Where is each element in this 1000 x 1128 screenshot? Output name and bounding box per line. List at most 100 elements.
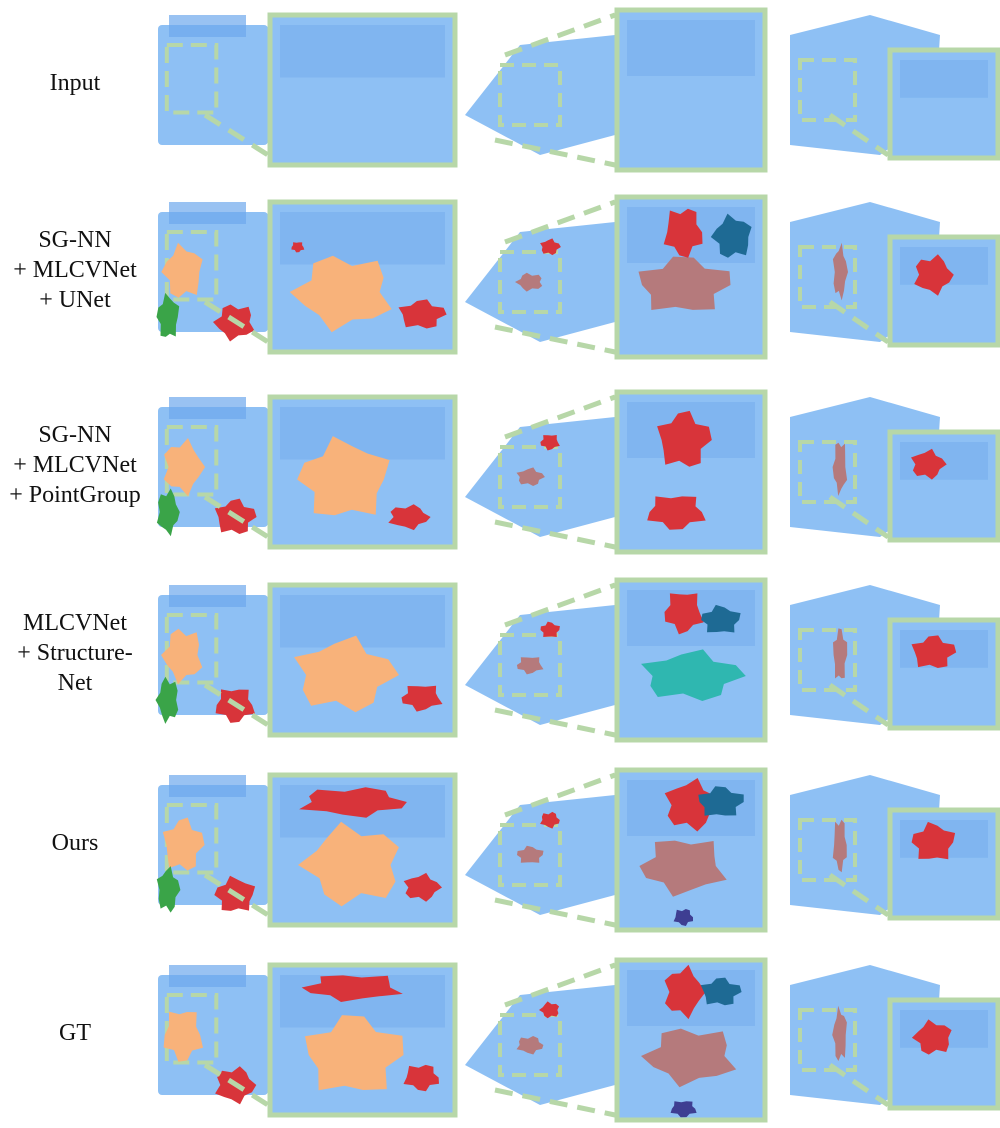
zoom-selection-box <box>798 440 857 504</box>
zoom-selection-box <box>164 43 219 115</box>
row-label-line: + MLCVNet <box>13 452 137 478</box>
row-panels-sgnn-pointgroup <box>156 389 1000 555</box>
zoom-connector <box>494 897 616 928</box>
zoom-connector <box>828 682 890 728</box>
scene-object <box>162 817 205 871</box>
scene-2 <box>465 772 616 928</box>
zoom-selection-box <box>498 250 562 314</box>
zoom-background <box>280 212 445 265</box>
scene-object <box>832 1005 847 1061</box>
row-label-line: SG-NN <box>38 227 112 253</box>
row-label-line: + Structure- <box>17 640 133 666</box>
zoom-connector <box>828 1062 890 1108</box>
zoom-object-sofa_teal <box>701 604 741 633</box>
zoom-inset <box>887 47 1000 161</box>
zoom-background <box>280 595 445 648</box>
zoom-2 <box>614 7 768 173</box>
zoom-object-chair_red <box>657 410 712 467</box>
row-label-line: Input <box>49 70 101 96</box>
row-label-gt: GT <box>0 1018 150 1048</box>
scene-2 <box>465 199 616 355</box>
scene-object <box>540 435 560 451</box>
zoom-object-chair_red <box>663 208 703 258</box>
scene-object <box>155 676 179 724</box>
zoom-inset <box>887 997 1000 1111</box>
zoom-connector <box>504 199 616 245</box>
row-panels-gt <box>158 957 1000 1123</box>
zoom-selection-box <box>498 823 562 887</box>
zoom-object-bed_orange <box>294 635 399 713</box>
zoom-object-chair_red <box>911 821 956 860</box>
zoom-selection-box <box>798 1008 857 1072</box>
scene-wall <box>169 397 246 419</box>
zoom-object-chair_red <box>914 254 954 296</box>
scene-1 <box>158 15 270 158</box>
scene-object <box>540 621 560 637</box>
scene-wall <box>169 202 246 224</box>
zoom-object-chair_red <box>401 685 443 712</box>
row-label-ours: Ours <box>0 828 150 858</box>
zoom-1 <box>267 394 458 550</box>
scene-scan <box>158 975 268 1095</box>
scene-object <box>833 628 848 679</box>
zoom-1 <box>267 12 458 168</box>
zoom-connector <box>828 299 890 345</box>
zoom-2 <box>614 194 768 360</box>
zoom-object-chair_red <box>911 448 947 480</box>
row-label-line: MLCVNet <box>23 610 127 636</box>
zoom-connector <box>494 1087 616 1118</box>
zoom-connector <box>203 112 270 158</box>
zoom-object-chair_red <box>299 787 407 818</box>
zoom-3 <box>887 429 1000 543</box>
scene-object <box>161 242 203 298</box>
row-label-line: + UNet <box>39 287 111 313</box>
scene-object <box>516 467 545 486</box>
zoom-connector <box>504 772 616 818</box>
scene-wall <box>169 775 246 797</box>
zoom-selection-box <box>798 245 857 309</box>
zoom-connector <box>828 112 890 158</box>
zoom-connector <box>203 494 270 540</box>
scene-1 <box>155 585 270 728</box>
zoom-inset <box>614 7 768 173</box>
zoom-selection-box <box>798 818 857 882</box>
scene-object <box>517 845 544 863</box>
zoom-selection-box <box>498 633 562 697</box>
zoom-connector <box>504 12 616 58</box>
zoom-object-chair_red <box>403 872 442 902</box>
zoom-object-chair_red <box>388 504 431 531</box>
scene-scan <box>465 35 615 155</box>
scene-object <box>156 488 180 537</box>
zoom-selection-box <box>498 445 562 509</box>
zoom-object-table_mauve <box>641 1028 737 1088</box>
zoom-object-table_mauve <box>638 256 731 310</box>
zoom-object-chair_red <box>911 635 957 668</box>
zoom-object-sofa_teal <box>698 786 744 816</box>
row-label-line: GT <box>59 1020 91 1046</box>
zoom-object-chair_red <box>647 496 706 530</box>
zoom-2 <box>614 577 768 743</box>
zoom-2 <box>614 767 768 933</box>
row-panels-ours <box>156 767 1000 933</box>
zoom-object-bed_orange <box>305 1015 404 1091</box>
zoom-connector <box>203 1062 270 1108</box>
scene-object <box>540 238 561 256</box>
zoom-selection-box <box>164 613 219 685</box>
zoom-object-chair_red <box>403 1064 439 1092</box>
scene-scan <box>465 222 615 342</box>
zoom-background <box>280 407 445 460</box>
zoom-object-chair_red <box>301 975 403 1002</box>
zoom-object-base_purple <box>673 909 693 926</box>
row-label-sgnn-unet: SG-NN + MLCVNet + UNet <box>0 225 150 315</box>
zoom-connector <box>504 582 616 628</box>
zoom-inset <box>887 807 1000 921</box>
row-label-line: Net <box>57 670 93 696</box>
zoom-selection-box <box>798 58 857 122</box>
zoom-object-chair_red <box>664 593 704 635</box>
zoom-selection-box <box>798 628 857 692</box>
scene-1 <box>156 775 270 918</box>
zoom-object-sofa_teal <box>710 213 752 258</box>
zoom-connector <box>504 394 616 440</box>
zoom-2 <box>614 957 768 1123</box>
